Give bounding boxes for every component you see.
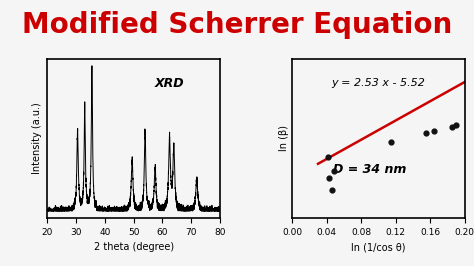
Text: XRD: XRD (154, 77, 184, 90)
Point (328, 188, 336, 192)
Y-axis label: ln (β): ln (β) (279, 125, 290, 151)
Point (387, 140, 395, 144)
X-axis label: 2 theta (degree): 2 theta (degree) (93, 242, 173, 252)
Text: D = 34 nm: D = 34 nm (333, 163, 406, 176)
Text: y = 2.53 x - 5.52: y = 2.53 x - 5.52 (331, 78, 425, 88)
Point (430, 128, 438, 133)
Text: Modified Scherrer Equation: Modified Scherrer Equation (22, 11, 452, 39)
Point (448, 125, 456, 129)
Point (452, 123, 460, 127)
Y-axis label: Intensity (a.u.): Intensity (a.u.) (32, 102, 42, 174)
Point (325, 155, 332, 159)
X-axis label: ln (1/cos θ): ln (1/cos θ) (351, 242, 406, 252)
Point (330, 168, 337, 173)
Point (326, 176, 333, 180)
Point (422, 131, 429, 135)
